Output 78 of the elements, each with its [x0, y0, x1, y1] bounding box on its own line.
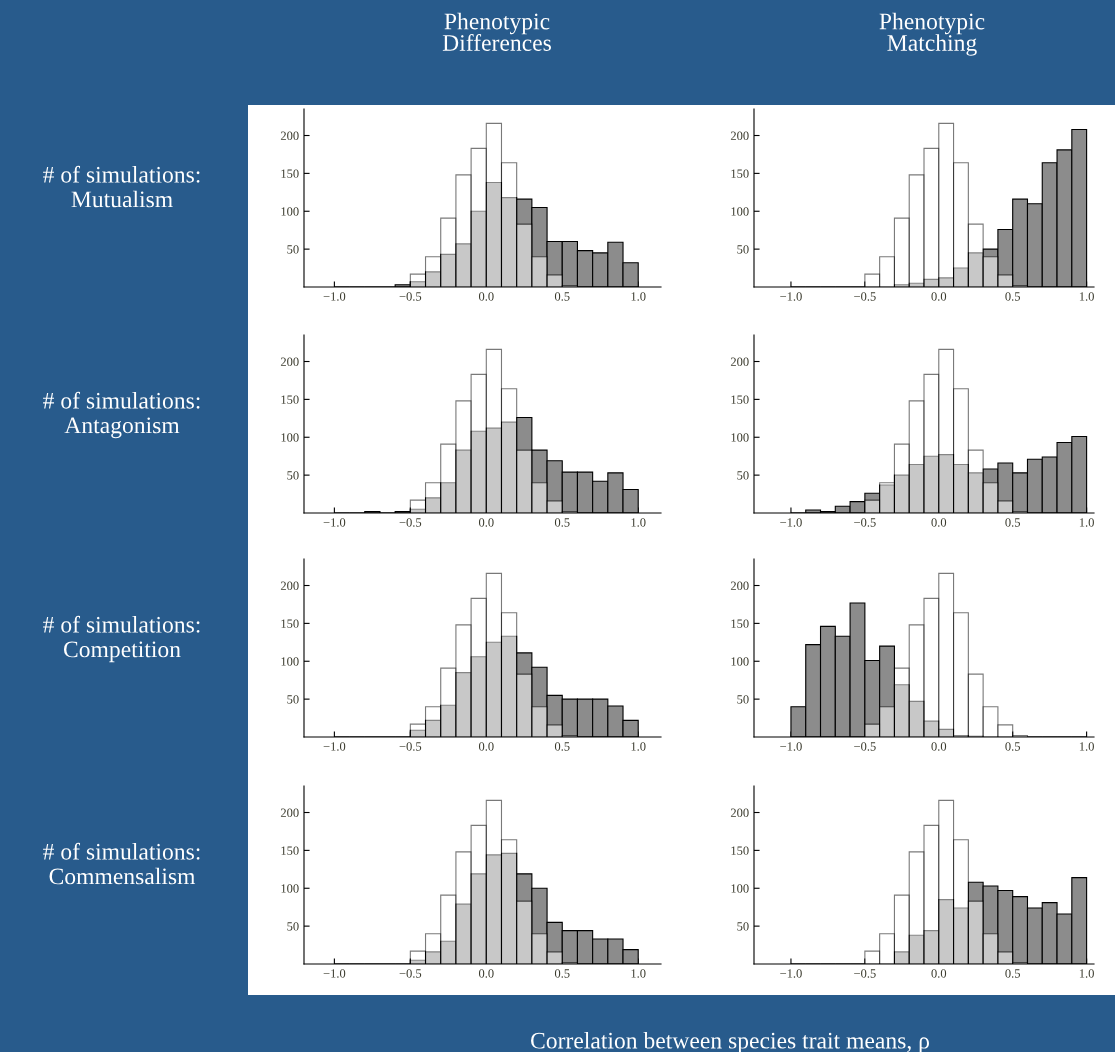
x-tick-label: −0.5	[399, 969, 422, 978]
y-tick-label: 150	[731, 169, 749, 178]
y-tick-label: 200	[730, 357, 749, 366]
y-tick-label: 150	[281, 846, 299, 855]
x-tick-label: −0.5	[399, 292, 422, 301]
y-tick-label: 200	[280, 357, 299, 366]
y-tick-label: 100	[281, 657, 299, 666]
x-tick-label: −1.0	[323, 292, 346, 301]
chart-title: Phenotypic Matching	[879, 12, 985, 56]
y-tick-label: 150	[731, 395, 749, 404]
x-tick-label: −0.5	[399, 518, 422, 527]
x-tick-label: 0.5	[1005, 518, 1021, 527]
y-tick-label: 50	[737, 245, 749, 254]
x-tick-label: 0.5	[554, 518, 570, 527]
y-tick-label: 100	[281, 207, 299, 216]
y-tick-label: 100	[281, 433, 299, 442]
x-tick-label: 1.0	[1079, 742, 1094, 751]
x-tick-label: 1.0	[1079, 518, 1094, 527]
y-axis-title: # of simulations: Commensalism	[43, 842, 200, 885]
y-tick-label: 200	[280, 131, 299, 140]
x-tick-label: 0.0	[478, 292, 494, 301]
y-axis-title: # of simulations: Antagonism	[43, 391, 200, 439]
y-tick-label: 200	[730, 131, 749, 140]
y-tick-label: 100	[731, 207, 749, 216]
y-tick-label: 200	[280, 808, 299, 817]
x-tick-label: 1.0	[1079, 292, 1094, 301]
x-tick-label: 0.0	[478, 518, 494, 527]
x-tick-label: −0.5	[854, 292, 876, 301]
y-axis-title: # of simulations: Competition	[43, 615, 200, 663]
y-tick-label: 150	[731, 619, 749, 628]
x-tick-label: 0.0	[931, 518, 947, 527]
y-tick-label: 200	[730, 808, 749, 817]
x-tick-label: 1.0	[1079, 969, 1094, 978]
y-tick-label: 50	[737, 695, 749, 704]
x-tick-label: 0.5	[554, 969, 570, 978]
y-tick-label: 150	[731, 846, 749, 855]
x-tick-label: −1.0	[323, 742, 346, 751]
x-tick-label: −1.0	[780, 969, 802, 978]
x-tick-label: 0.5	[554, 742, 570, 751]
x-tick-label: 0.5	[554, 292, 570, 301]
y-tick-label: 50	[287, 245, 299, 254]
x-tick-label: −1.0	[323, 518, 346, 527]
x-tick-label: −0.5	[854, 969, 876, 978]
y-tick-label: 100	[281, 884, 299, 893]
y-tick-label: 50	[287, 695, 299, 704]
x-tick-label: −1.0	[780, 518, 802, 527]
y-tick-label: 150	[281, 169, 299, 178]
y-tick-label: 50	[737, 922, 749, 931]
x-tick-label: 0.5	[1005, 292, 1021, 301]
y-tick-label: 50	[737, 471, 749, 480]
x-tick-label: −0.5	[854, 742, 876, 751]
y-tick-label: 100	[731, 657, 749, 666]
x-tick-label: 0.5	[1005, 969, 1021, 978]
y-axis-title: # of simulations: Mutualism	[43, 165, 200, 208]
x-tick-label: 1.0	[631, 518, 646, 527]
x-tick-label: 0.0	[478, 969, 494, 978]
x-tick-label: −0.5	[854, 518, 876, 527]
x-tick-label: 0.0	[931, 969, 947, 978]
x-tick-label: −1.0	[780, 292, 802, 301]
y-tick-label: 200	[280, 581, 299, 590]
chart-title: Phenotypic Differences	[442, 12, 551, 51]
x-tick-label: −1.0	[323, 969, 346, 978]
x-tick-label: 0.0	[931, 292, 947, 301]
x-tick-label: 0.0	[931, 742, 947, 751]
x-tick-label: 1.0	[631, 742, 646, 751]
x-tick-label: 0.0	[478, 742, 494, 751]
x-tick-label: 0.5	[1005, 742, 1021, 751]
y-tick-label: 50	[287, 471, 299, 480]
x-tick-label: −0.5	[399, 742, 422, 751]
x-tick-label: 1.0	[631, 969, 646, 978]
y-tick-label: 150	[281, 395, 299, 404]
y-tick-label: 150	[281, 619, 299, 628]
x-tick-label: 1.0	[631, 292, 646, 301]
y-tick-label: 50	[287, 922, 299, 931]
x-tick-label: −1.0	[780, 742, 802, 751]
y-tick-label: 100	[731, 884, 749, 893]
y-tick-label: 100	[731, 433, 749, 442]
y-tick-label: 200	[730, 581, 749, 590]
